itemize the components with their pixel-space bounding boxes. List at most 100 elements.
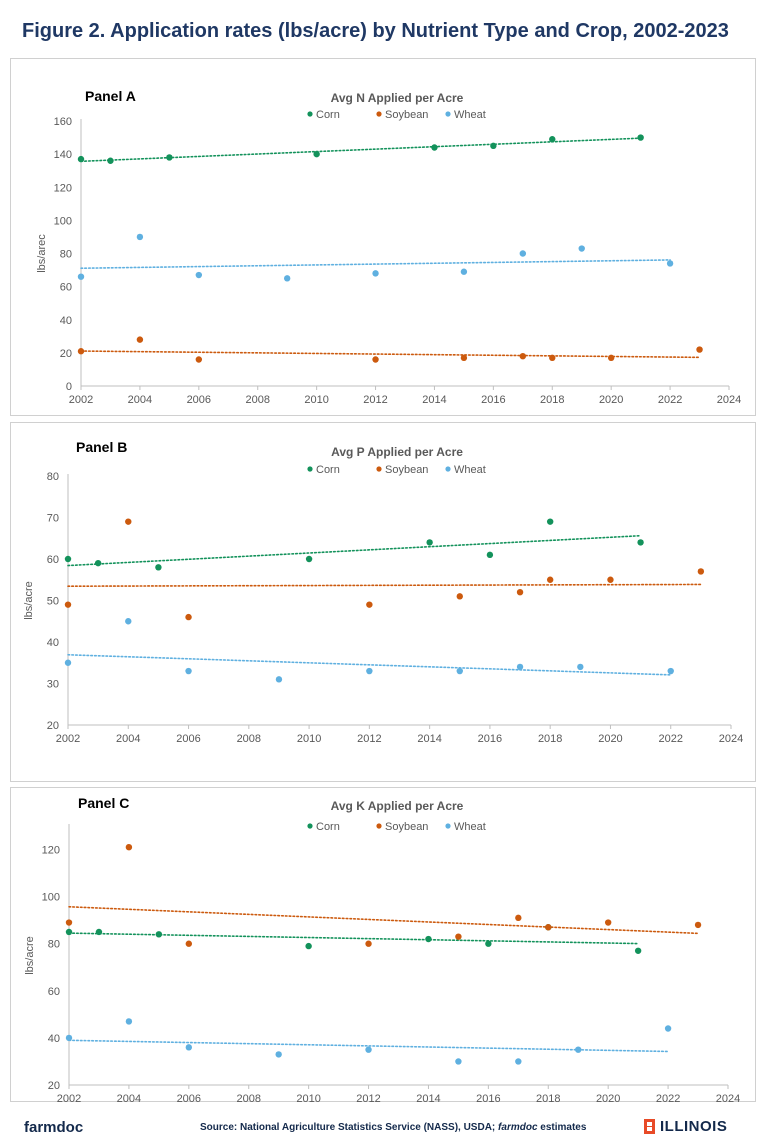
panel-c-point-soybean [65, 919, 73, 926]
figure-title: Figure 2. Application rates (lbs/acre) b… [22, 20, 729, 42]
panel-b-point-soybean [516, 589, 524, 596]
panel-b-x-tick-label: 2016 [478, 733, 502, 745]
panel-c-x-tick-label: 2012 [356, 1093, 380, 1105]
panel-a-y-axis-label: lbs/arec [36, 234, 48, 273]
panel-a-legend-label-wheat: Wheat [454, 109, 486, 121]
panel-c-x-tick-label: 2014 [416, 1093, 440, 1105]
panel-b-x-tick-label: 2006 [176, 733, 200, 745]
panel-b-chart-title: Avg P Applied per Acre [331, 445, 463, 459]
panel-a-trendline-wheat [80, 259, 671, 270]
panel-c-point-soybean [365, 940, 372, 947]
panel-a-y-tick-label: 60 [60, 282, 72, 294]
panel-c-x-tick-label: 2016 [476, 1093, 500, 1105]
panel-b-point-soybean [366, 601, 373, 608]
panel-b-point-corn [64, 555, 72, 563]
panel-c-point-soybean [604, 919, 612, 926]
panel-a-point-soybean [519, 352, 527, 360]
panel-a-frame [10, 58, 756, 416]
panel-c-point-wheat [664, 1025, 672, 1032]
panel-a-y-tick-label: 120 [54, 182, 72, 194]
panel-c-x-tick-label: 2010 [296, 1093, 320, 1105]
panel-b-x-tick-label: 2014 [417, 733, 441, 745]
panel-b-point-corn [94, 559, 102, 567]
panel-a-point-soybean [549, 354, 556, 362]
panel-b-legend-label-wheat: Wheat [454, 464, 486, 476]
panel-b-trendline-wheat [67, 653, 672, 676]
panel-a-point-wheat [519, 250, 527, 257]
panel-b-point-wheat [64, 659, 72, 666]
panel-c-point-soybean [125, 843, 133, 851]
panel-b-point-wheat [516, 663, 524, 671]
panel-b-point-wheat [185, 667, 192, 675]
panel-b-legend-marker-wheat [445, 466, 451, 472]
panel-c-trendline-soybean [68, 905, 699, 935]
panel-a-x-tick-label: 2002 [69, 394, 93, 406]
panel-b-point-soybean [125, 518, 132, 525]
panel-b-x-tick-label: 2010 [297, 733, 321, 745]
panel-a-legend-label-soybean: Soybean [385, 109, 428, 121]
panel-a-point-soybean [372, 356, 379, 363]
panel-b-x-tick-label: 2008 [237, 733, 261, 745]
panel-b-y-axis-label: lbs/acre [23, 581, 35, 620]
panel-a-y-tick-label: 100 [54, 215, 72, 227]
panel-b-x-tick-label: 2004 [116, 733, 140, 745]
panel-c-y-tick-label: 40 [48, 1033, 60, 1045]
panel-a-chart-title: Avg N Applied per Acre [331, 91, 464, 105]
panel-a-point-wheat [77, 273, 85, 280]
panel-c-x-tick-label: 2020 [596, 1093, 620, 1105]
panel-c-y-tick-label: 60 [48, 986, 60, 998]
panel-a-point-soybean [136, 336, 144, 343]
panel-c-point-wheat [275, 1051, 282, 1058]
panel-a-point-corn [431, 144, 438, 151]
panel-c-point-corn [305, 942, 312, 950]
panel-b-point-corn [155, 564, 162, 571]
panel-c-legend-marker-wheat [445, 823, 451, 829]
panel-a-point-corn [313, 150, 320, 158]
panel-a-point-wheat [283, 275, 291, 282]
panel-b-point-corn [486, 551, 494, 559]
panel-c-point-wheat [125, 1018, 133, 1025]
panel-a-legend-marker-soybean [376, 111, 382, 117]
panel-a-point-wheat [136, 233, 144, 241]
illinois-logo: ILLINOIS [644, 1118, 727, 1135]
panel-a-point-corn [490, 142, 497, 150]
panel-b-point-soybean [456, 593, 463, 600]
panel-b-point-corn [426, 539, 433, 546]
panel-a-trendline-soybean [80, 350, 701, 359]
panel-a-point-wheat [578, 245, 585, 252]
panel-c-y-axis-label: lbs/acre [24, 936, 36, 975]
panel-a-legend-marker-corn [307, 111, 313, 117]
panel-b-point-soybean [697, 568, 705, 575]
panel-b-y-tick-label: 40 [47, 637, 59, 649]
source-note: Source: National Agriculture Statistics … [200, 1122, 586, 1133]
panel-c-x-tick-label: 2008 [236, 1093, 260, 1105]
panel-b-legend-marker-corn [307, 466, 313, 472]
panel-b-x-tick-label: 2020 [598, 733, 622, 745]
panel-c-legend-marker-corn [307, 823, 313, 829]
panel-c-chart-title: Avg K Applied per Acre [331, 799, 464, 813]
panel-c-point-corn [425, 935, 432, 943]
panel-b-point-soybean [64, 601, 72, 608]
panel-b-legend-label-corn: Corn [316, 464, 340, 476]
panel-c-point-wheat [575, 1046, 582, 1053]
panel-b-y-tick-label: 70 [47, 513, 59, 525]
source-prefix: Source: National Agriculture Statistics … [200, 1122, 499, 1133]
source-suffix: estimates [537, 1122, 587, 1133]
source-italic: farmdoc [498, 1122, 538, 1133]
panel-a-legend-marker-wheat [445, 111, 451, 117]
panel-c-point-soybean [694, 921, 702, 929]
panel-b-legend-label-soybean: Soybean [385, 464, 428, 476]
panel-a-y-tick-label: 140 [54, 149, 72, 161]
panel-a-x-tick-label: 2008 [245, 394, 269, 406]
panel-b-trendline-corn [67, 534, 642, 567]
panel-b-point-corn [305, 555, 313, 563]
illinois-block-i-icon [644, 1119, 655, 1134]
panel-c-point-corn [65, 928, 73, 936]
panel-c-x-tick-label: 2002 [57, 1093, 81, 1105]
panel-a-point-wheat [195, 271, 203, 279]
panel-b-point-soybean [185, 613, 192, 621]
panel-c-point-wheat [185, 1044, 193, 1051]
panel-c-trendline-corn [68, 932, 639, 945]
panel-a-point-wheat [666, 260, 674, 267]
